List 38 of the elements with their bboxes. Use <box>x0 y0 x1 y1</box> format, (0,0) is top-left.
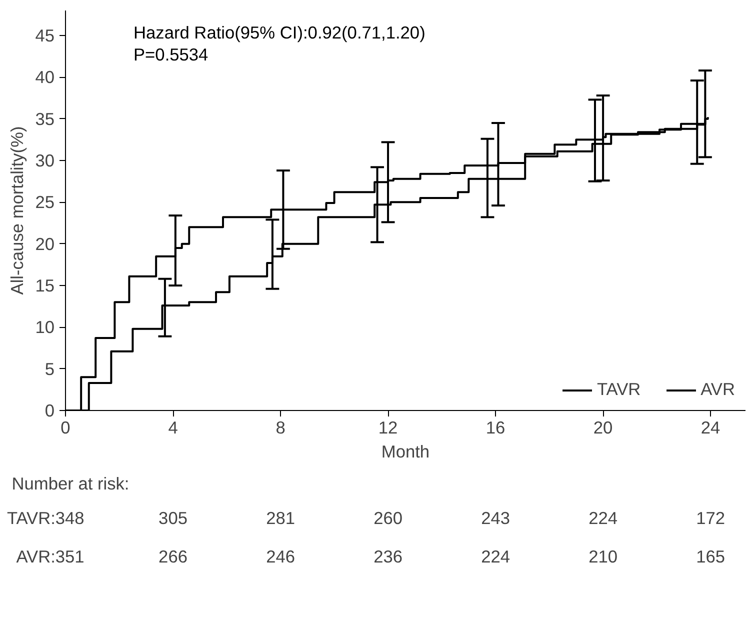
y-tick-label: 15 <box>35 276 55 296</box>
x-tick-label: 24 <box>700 418 721 438</box>
text: 243 <box>481 508 510 528</box>
y-tick-label: 10 <box>35 317 55 338</box>
text: 224 <box>588 508 618 528</box>
y-axis-title: All-cause mortality(%) <box>7 126 28 295</box>
text: 236 <box>374 546 402 566</box>
annotation: P=0.5534 <box>134 44 209 64</box>
y-tick-label: 40 <box>35 67 55 88</box>
legend-label: TAVR <box>597 379 641 400</box>
x-tick-label: 12 <box>378 418 398 438</box>
x-tick-label: 0 <box>60 418 70 438</box>
x-tick-label: 20 <box>593 418 613 438</box>
y-tick-label: 25 <box>35 192 55 212</box>
x-tick-label: 8 <box>276 418 286 438</box>
text: 165 <box>696 546 726 566</box>
y-tick-label: 20 <box>35 234 55 254</box>
text: 281 <box>266 508 295 528</box>
x-axis-title: Month <box>381 442 430 462</box>
x-tick-label: 16 <box>486 418 506 438</box>
text: 210 <box>588 546 618 566</box>
text: Number at risk: <box>12 474 130 494</box>
text: 172 <box>696 508 726 528</box>
annotation: Hazard Ratio(95% CI):0.92(0.71,1.20) <box>134 22 426 42</box>
y-tick-label: 35 <box>35 108 55 129</box>
y-tick-label: 0 <box>44 400 55 420</box>
legend-label: AVR <box>700 379 735 400</box>
text: AVR:351 <box>16 546 84 566</box>
text: 224 <box>481 546 510 566</box>
y-tick-label: 5 <box>44 358 55 379</box>
text: 260 <box>374 508 402 528</box>
x-tick-label: 4 <box>168 418 178 438</box>
y-tick-label: 45 <box>35 26 55 46</box>
text: 305 <box>158 508 188 528</box>
text: 246 <box>266 546 295 566</box>
y-tick-label: 30 <box>35 150 55 170</box>
text: TAVR:348 <box>6 508 84 528</box>
text: 266 <box>158 546 188 566</box>
